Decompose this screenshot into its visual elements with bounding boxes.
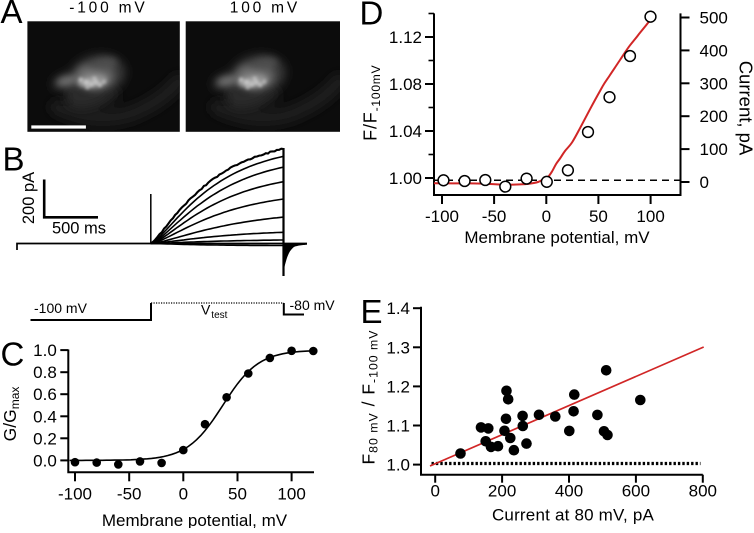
svg-text:200: 200 bbox=[700, 107, 728, 126]
svg-text:0: 0 bbox=[700, 173, 709, 192]
svg-text:50: 50 bbox=[589, 207, 608, 226]
svg-text:F80 mV / F-100 mV: F80 mV / F-100 mV bbox=[359, 329, 381, 464]
svg-text:1.0: 1.0 bbox=[386, 456, 410, 475]
svg-text:0.8: 0.8 bbox=[33, 363, 57, 382]
svg-text:300: 300 bbox=[700, 74, 728, 93]
svg-text:200 pA: 200 pA bbox=[20, 172, 38, 224]
svg-text:800: 800 bbox=[689, 481, 717, 500]
svg-text:Current, pA: Current, pA bbox=[736, 61, 754, 156]
svg-text:500: 500 bbox=[700, 9, 728, 28]
svg-text:1.2: 1.2 bbox=[386, 377, 410, 396]
svg-text:V: V bbox=[201, 301, 211, 317]
svg-text:1.4: 1.4 bbox=[386, 299, 410, 318]
svg-text:-80 mV: -80 mV bbox=[290, 297, 336, 313]
svg-text:500 ms: 500 ms bbox=[52, 220, 106, 238]
svg-text:1.12: 1.12 bbox=[389, 28, 422, 47]
svg-text:200: 200 bbox=[488, 481, 516, 500]
svg-text:-100: -100 bbox=[58, 484, 92, 503]
svg-text:1.3: 1.3 bbox=[386, 338, 410, 357]
svg-text:Membrane potential, mV: Membrane potential, mV bbox=[102, 511, 288, 528]
svg-text:test: test bbox=[211, 310, 227, 321]
svg-text:100: 100 bbox=[700, 140, 728, 159]
svg-text:600: 600 bbox=[622, 481, 650, 500]
svg-text:0: 0 bbox=[430, 481, 439, 500]
svg-text:Membrane potential, mV: Membrane potential, mV bbox=[464, 228, 650, 247]
svg-text:100: 100 bbox=[636, 207, 664, 226]
svg-text:F/F-100mV: F/F-100mV bbox=[361, 65, 384, 141]
svg-text:-100 mV: -100 mV bbox=[34, 300, 88, 316]
svg-text:1.04: 1.04 bbox=[389, 122, 422, 141]
svg-text:1.1: 1.1 bbox=[386, 417, 410, 436]
svg-text:0.0: 0.0 bbox=[33, 451, 57, 470]
svg-text:0: 0 bbox=[179, 484, 188, 503]
svg-text:-50: -50 bbox=[117, 484, 142, 503]
svg-text:0: 0 bbox=[542, 207, 551, 226]
svg-text:1.00: 1.00 bbox=[389, 169, 422, 188]
svg-text:400: 400 bbox=[555, 481, 583, 500]
svg-text:D: D bbox=[360, 0, 384, 31]
svg-text:1.08: 1.08 bbox=[389, 75, 422, 94]
svg-text:50: 50 bbox=[228, 484, 247, 503]
svg-text:Current at 80 mV, pA: Current at 80 mV, pA bbox=[492, 505, 655, 524]
svg-text:C: C bbox=[1, 336, 25, 373]
svg-text:E: E bbox=[361, 293, 383, 330]
svg-text:-100 mV: -100 mV bbox=[69, 0, 147, 17]
svg-text:0.6: 0.6 bbox=[33, 385, 57, 404]
svg-text:400: 400 bbox=[700, 41, 728, 60]
svg-text:100: 100 bbox=[277, 484, 305, 503]
svg-text:0.2: 0.2 bbox=[33, 429, 57, 448]
svg-text:100 mV: 100 mV bbox=[230, 0, 300, 17]
svg-text:-100: -100 bbox=[425, 207, 459, 226]
svg-text:-50: -50 bbox=[482, 207, 507, 226]
svg-text:A: A bbox=[1, 0, 23, 30]
svg-text:G/Gmax: G/Gmax bbox=[0, 387, 22, 442]
svg-text:1.0: 1.0 bbox=[33, 341, 57, 360]
svg-text:0.4: 0.4 bbox=[33, 407, 57, 426]
